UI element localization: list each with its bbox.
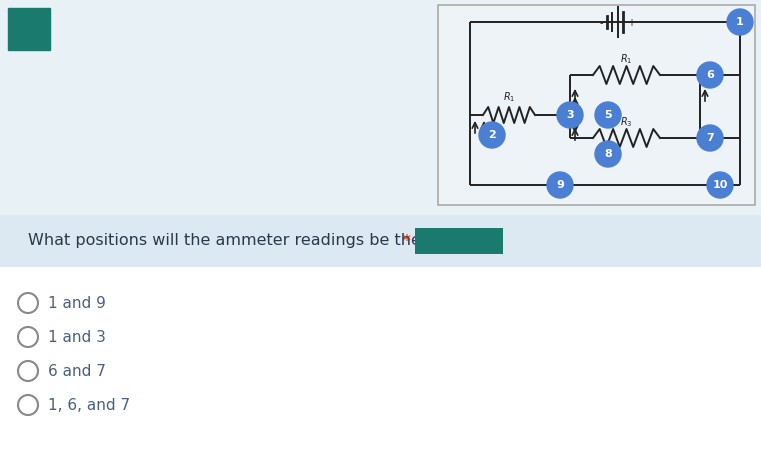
- Text: What positions will the ammeter readings be the same?: What positions will the ammeter readings…: [28, 233, 478, 248]
- Text: $R_1$: $R_1$: [503, 90, 515, 104]
- Circle shape: [697, 125, 723, 151]
- Bar: [8, 8, 50, 50]
- Text: 10: 10: [712, 180, 728, 190]
- Text: *: *: [398, 233, 411, 248]
- Text: 1 and 3: 1 and 3: [48, 329, 106, 344]
- Text: $R_3$: $R_3$: [619, 115, 632, 129]
- Text: 3: 3: [566, 110, 574, 120]
- Text: $R_1$: $R_1$: [619, 52, 632, 66]
- Text: 9: 9: [556, 180, 564, 190]
- Text: 5: 5: [604, 110, 612, 120]
- Text: 1, 6, and 7: 1, 6, and 7: [48, 397, 130, 412]
- Circle shape: [595, 102, 621, 128]
- FancyBboxPatch shape: [0, 267, 761, 466]
- Text: 6: 6: [706, 70, 714, 80]
- Text: 7: 7: [706, 133, 714, 143]
- Text: 1: 1: [736, 17, 743, 27]
- Text: 2: 2: [488, 130, 496, 140]
- Circle shape: [727, 9, 753, 35]
- Circle shape: [479, 122, 505, 148]
- Text: 8: 8: [604, 149, 612, 159]
- FancyBboxPatch shape: [438, 5, 755, 205]
- FancyBboxPatch shape: [0, 215, 761, 267]
- Text: +: +: [627, 18, 635, 28]
- Circle shape: [547, 172, 573, 198]
- Text: -: -: [599, 18, 603, 28]
- Text: 6 and 7: 6 and 7: [48, 363, 106, 378]
- Circle shape: [697, 62, 723, 88]
- Circle shape: [557, 102, 583, 128]
- FancyBboxPatch shape: [415, 228, 503, 254]
- Circle shape: [707, 172, 733, 198]
- Text: 1 and 9: 1 and 9: [48, 295, 106, 310]
- Circle shape: [595, 141, 621, 167]
